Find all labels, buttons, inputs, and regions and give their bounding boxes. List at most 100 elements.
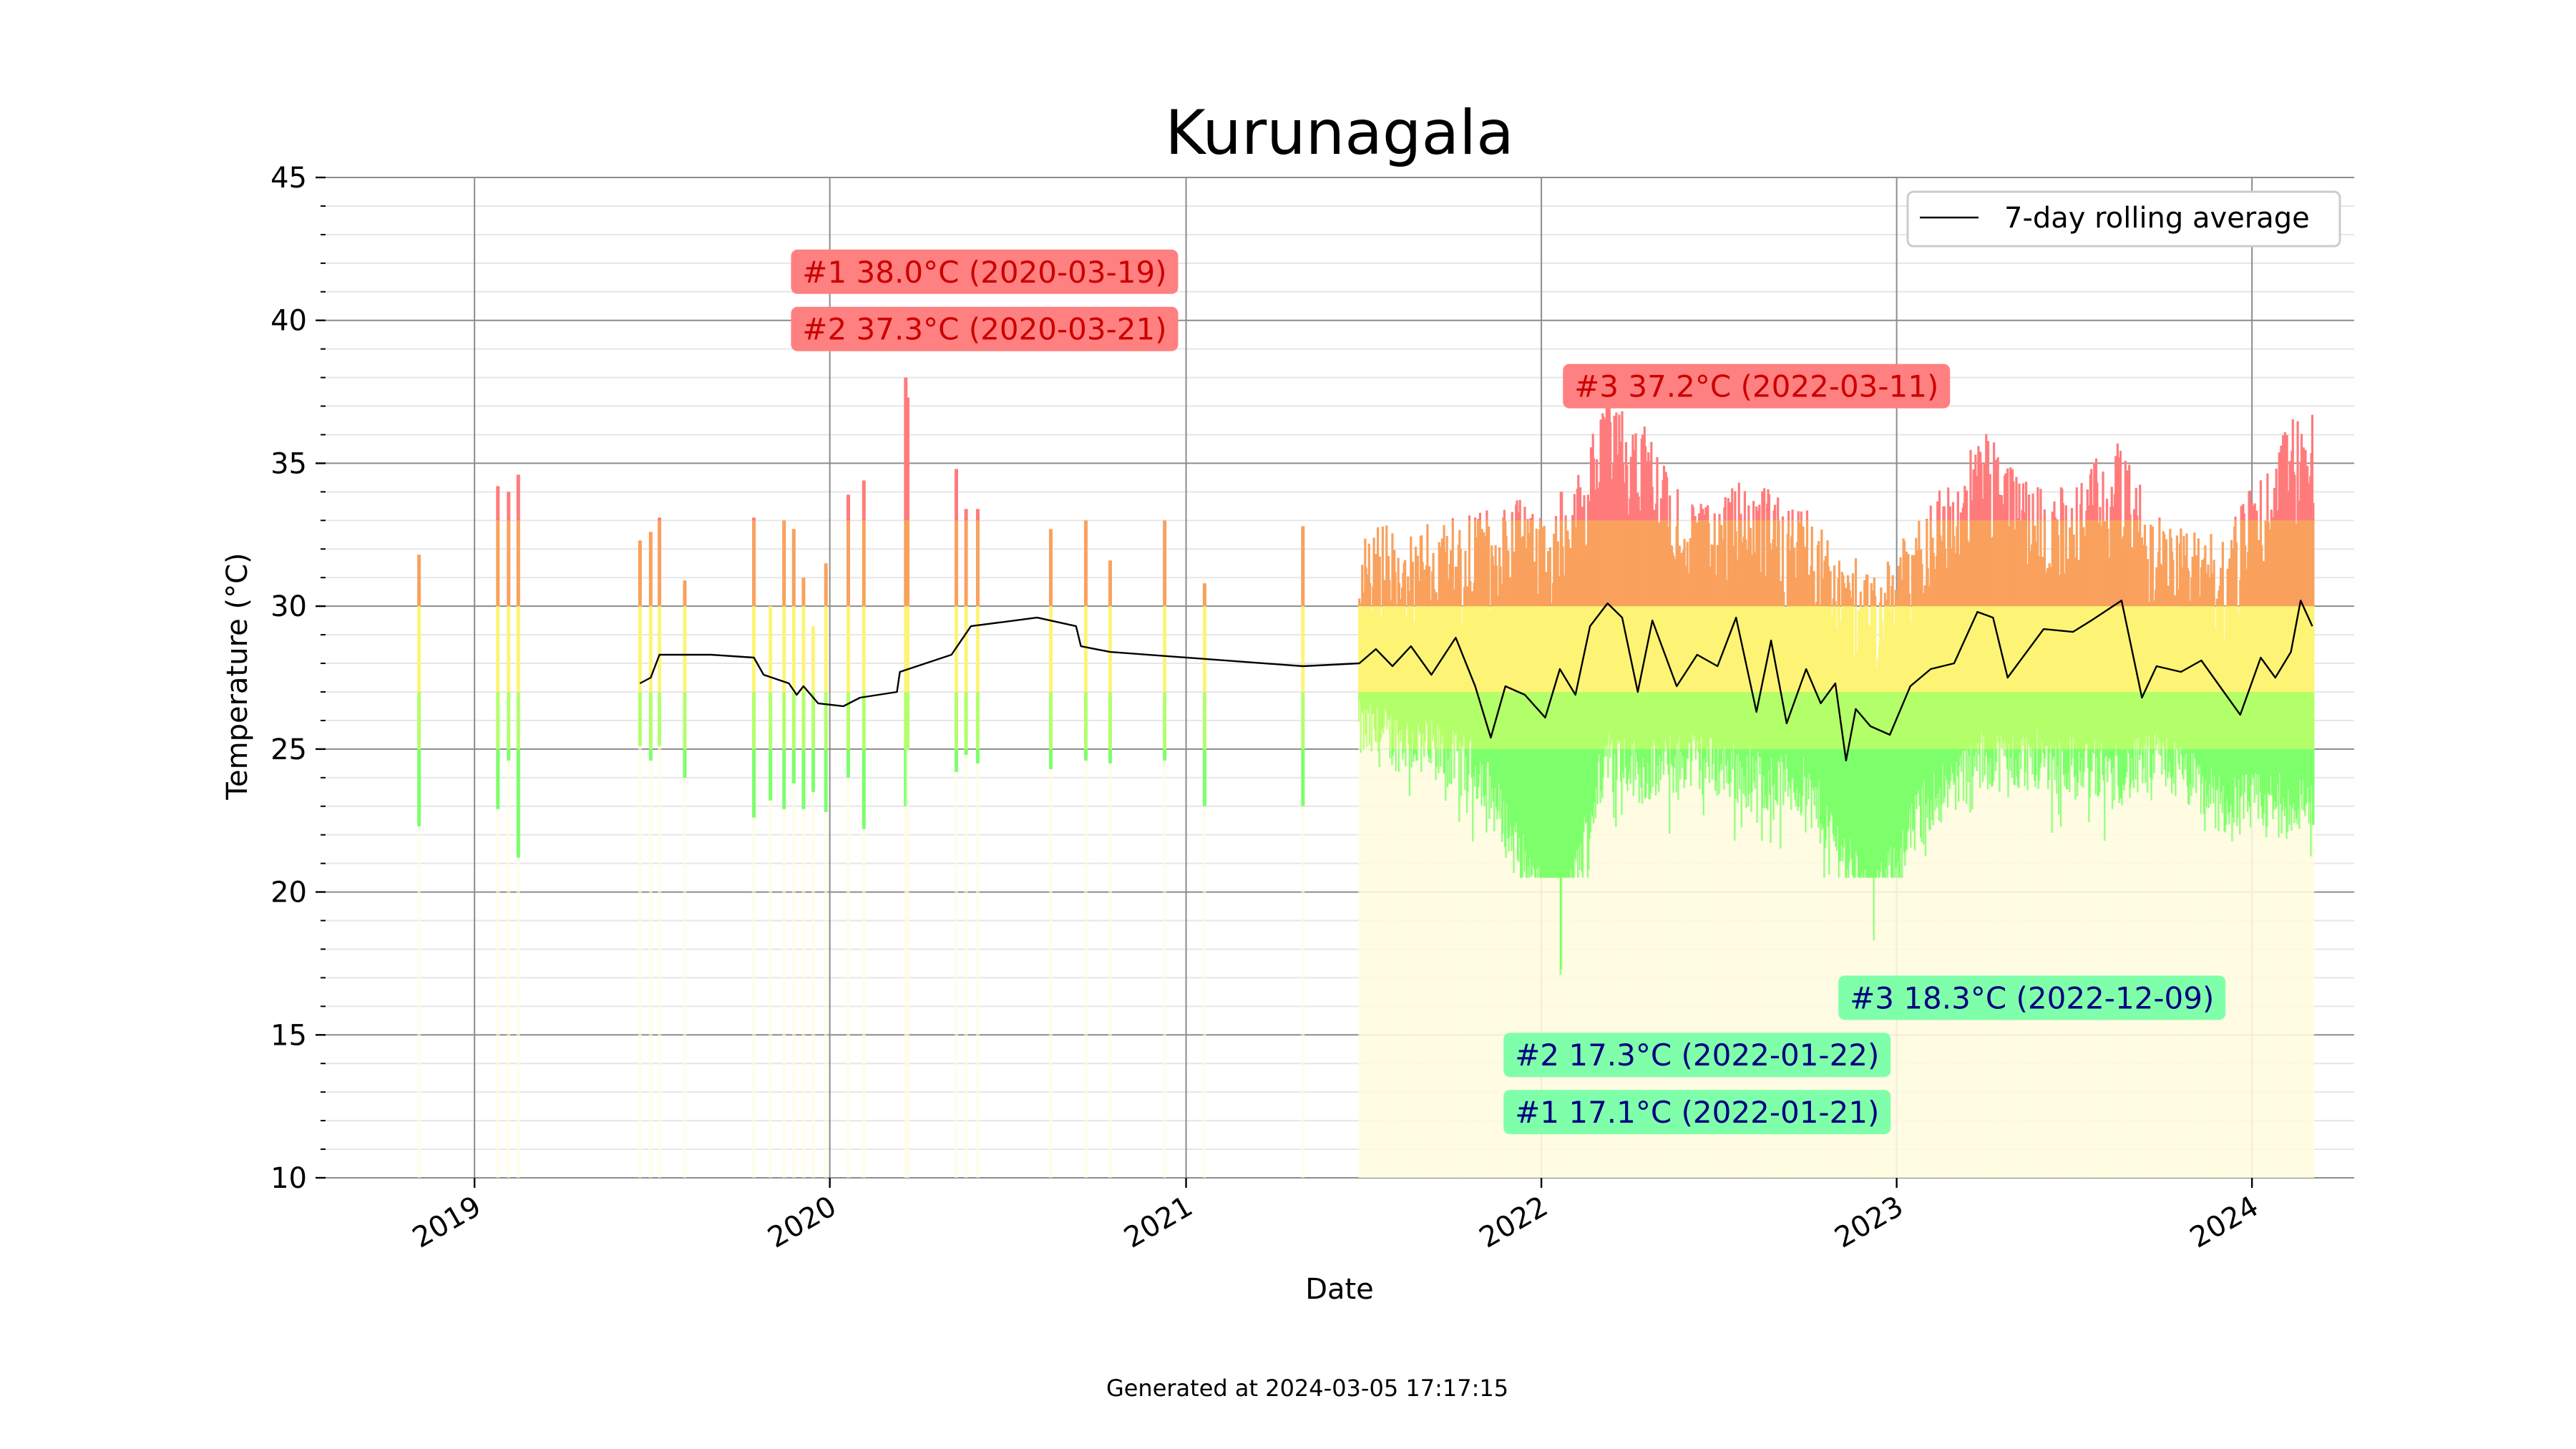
- bar-segment: [811, 626, 816, 692]
- bar-segment: [2036, 487, 2039, 521]
- bar-segment: [1423, 569, 1426, 607]
- bar-segment: [683, 748, 687, 778]
- bar-segment: [1845, 587, 1848, 607]
- daily-bar: [1108, 560, 1112, 1178]
- bar-segment: [847, 691, 851, 749]
- bar-segment: [1969, 449, 1972, 521]
- bar-segment: [1702, 520, 1705, 607]
- bar-segment: [1951, 502, 1955, 521]
- bar-segment: [2105, 498, 2109, 521]
- bar-segment: [1665, 477, 1669, 521]
- bar-segment: [2102, 520, 2104, 607]
- bar-segment: [1083, 691, 1088, 749]
- bar-segment: [516, 748, 520, 858]
- bar-segment: [1986, 441, 1990, 521]
- bar-segment: [1485, 520, 1488, 607]
- bar-segment: [1923, 585, 1926, 607]
- bar-segment: [1488, 526, 1491, 607]
- bar-segment: [1758, 504, 1761, 521]
- bar-segment: [2004, 473, 2007, 521]
- bar-segment: [658, 691, 662, 746]
- bar-segment: [2009, 467, 2012, 521]
- bar-segment: [1385, 525, 1388, 607]
- bar-segment: [1358, 598, 1361, 607]
- bar-segment: [1888, 565, 1890, 607]
- bar-segment: [1791, 509, 1794, 521]
- bar-ghost: [905, 748, 909, 1178]
- bar-segment: [1571, 520, 1574, 607]
- bar-segment: [862, 748, 866, 829]
- bar-segment: [862, 691, 866, 749]
- bar-segment: [1800, 520, 1802, 607]
- bar-segment: [2062, 520, 2064, 607]
- daily-bar: [801, 577, 806, 1178]
- bar-segment: [1777, 497, 1780, 521]
- bar-segment: [1996, 457, 1999, 521]
- bar-segment: [2075, 487, 2078, 521]
- bar-segment: [769, 606, 773, 692]
- bar-segment: [1388, 580, 1391, 607]
- bar-segment: [1883, 606, 1886, 692]
- bar-segment: [1684, 565, 1687, 607]
- bar-ghost: [638, 746, 642, 1178]
- bar-segment: [1410, 536, 1413, 607]
- bar-segment: [1752, 501, 1755, 521]
- bar-segment: [417, 748, 421, 826]
- bar-segment: [1662, 520, 1666, 607]
- bar-segment: [1435, 592, 1438, 607]
- bar-segment: [955, 469, 959, 521]
- bar-segment: [1395, 603, 1398, 607]
- bar-segment: [1083, 606, 1088, 692]
- bar-segment: [1529, 520, 1532, 607]
- bar-segment: [862, 480, 866, 521]
- bar-segment: [2015, 520, 2018, 607]
- bar-segment: [782, 691, 786, 749]
- bar-segment: [1202, 748, 1206, 806]
- daily-bar: [1048, 529, 1053, 1178]
- bar-segment: [1485, 510, 1488, 521]
- bar-segment: [1613, 416, 1616, 521]
- bar-segment: [1662, 465, 1666, 521]
- bar-segment: [1445, 535, 1448, 607]
- bar-segment: [1391, 533, 1394, 607]
- bar-segment: [1516, 520, 1520, 607]
- bar-ghost: [496, 809, 500, 1178]
- bar-segment: [1907, 554, 1910, 607]
- bar-segment: [658, 520, 662, 607]
- bar-segment: [1108, 691, 1112, 749]
- bar-segment: [1301, 748, 1305, 806]
- bar-segment: [752, 517, 756, 521]
- daily-bar: [516, 474, 520, 1178]
- bar-segment: [1361, 565, 1364, 607]
- bar-segment: [507, 520, 511, 607]
- bar-segment: [964, 520, 968, 607]
- bar-segment: [2080, 482, 2083, 521]
- bar-segment: [1820, 530, 1823, 607]
- bar-segment: [648, 748, 653, 761]
- bar-segment: [1470, 591, 1474, 607]
- bar-segment: [1851, 606, 1855, 692]
- daily-bar: [782, 520, 786, 1178]
- bar-ghost: [847, 777, 851, 1178]
- bar-segment: [1480, 529, 1483, 607]
- bar-segment: [1539, 517, 1542, 521]
- bar-segment: [2053, 501, 2056, 521]
- bar-segment: [905, 606, 909, 692]
- bar-segment: [496, 486, 500, 521]
- bar-segment: [1367, 543, 1370, 607]
- bar-segment: [1956, 491, 1959, 521]
- bar-segment: [1838, 560, 1840, 607]
- bar-segment: [955, 691, 959, 749]
- bar-segment: [1850, 597, 1853, 607]
- bar-segment: [658, 606, 662, 692]
- bar-segment: [1777, 520, 1780, 607]
- bar-segment: [1439, 547, 1442, 607]
- bar-segment: [1637, 496, 1640, 521]
- bar-segment: [2043, 520, 2046, 607]
- bar-segment: [1694, 516, 1697, 521]
- bar-segment: [516, 474, 520, 521]
- bar-segment: [1507, 550, 1510, 607]
- daily-bar: [769, 606, 773, 1178]
- bar-segment: [2019, 520, 2021, 607]
- bar-segment: [2067, 558, 2069, 607]
